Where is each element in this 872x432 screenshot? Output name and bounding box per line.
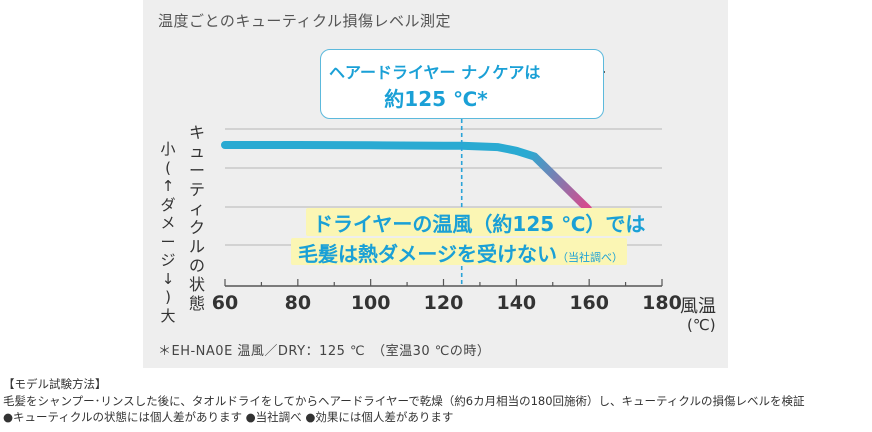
x-axis-unit: (℃) bbox=[687, 316, 716, 334]
x-tick-label: 120 bbox=[424, 292, 464, 314]
damage-scale-char: メ bbox=[160, 214, 176, 232]
claim-highlight-2 bbox=[291, 238, 627, 265]
damage-scale-char: ジ bbox=[160, 251, 176, 269]
y-axis-label-char: 態 bbox=[188, 294, 205, 313]
y-axis-label-char: ュ bbox=[188, 142, 205, 161]
y-axis-label-char: ー bbox=[188, 161, 205, 180]
series-line-decline bbox=[515, 146, 592, 214]
claim-line2: 毛髪は熱ダメージを受けない（当社調べ） bbox=[298, 238, 623, 267]
damage-scale-char: ダ bbox=[160, 195, 176, 214]
y-axis-label-char: キ bbox=[188, 123, 205, 142]
series-line-flat bbox=[221, 141, 521, 155]
test-method: 【モデル試験方法】 毛髪をシャンプー･リンスした後に、タオルドライをしてからヘア… bbox=[3, 376, 804, 426]
claim-line2-main: 毛髪は熱ダメージを受けない bbox=[298, 242, 557, 266]
y-axis-label-char: の bbox=[188, 256, 205, 275]
y-axis-label-char: ル bbox=[188, 237, 205, 256]
claim-line1: ドライヤーの温風（約125 ℃）では bbox=[313, 212, 646, 236]
damage-scale-char: ↓ bbox=[161, 269, 175, 288]
damage-scale-char: 小 bbox=[160, 140, 176, 158]
chart-title: 温度ごとのキューティクル損傷レベル測定 bbox=[158, 12, 452, 30]
y-axis-label: キューティクルの状態 bbox=[186, 123, 208, 313]
x-axis-label: 風温 bbox=[680, 296, 716, 317]
claim-highlight-1 bbox=[306, 208, 631, 236]
x-tick-label: 100 bbox=[351, 292, 391, 314]
callout-bubble: ヘアードライヤー ナノケアは 約125 ℃* bbox=[320, 49, 604, 119]
callout-line2: 約125 ℃* bbox=[384, 87, 488, 111]
method-line1: 毛髪をシャンプー･リンスした後に、タオルドライをしてからヘアードライヤーで乾燥（… bbox=[3, 393, 805, 408]
y-axis-label-char: ク bbox=[188, 218, 205, 237]
damage-scale-char: ( bbox=[165, 158, 171, 177]
chart-footnote: ＊EH-NA0E 温風／DRY：125 ℃ （室温30 ℃の時） bbox=[158, 344, 491, 359]
claim-note: （当社調べ） bbox=[557, 251, 623, 264]
damage-scale-label: 小(↑ ダメージ ↓) 大 bbox=[158, 140, 178, 325]
damage-scale-char: ー bbox=[160, 232, 176, 251]
x-tick-label: 180 bbox=[642, 292, 682, 314]
x-tick-label: 140 bbox=[496, 292, 536, 314]
damage-scale-char: 大 bbox=[160, 306, 176, 325]
y-axis-label-char: 状 bbox=[188, 275, 205, 294]
callout-line1: ヘアードライヤー ナノケアは bbox=[329, 63, 541, 82]
y-axis-label-char: ィ bbox=[188, 199, 205, 218]
method-line2: ●キューティクルの状態には個人差があります ●当社調べ ●効果には個人差がありま… bbox=[3, 410, 454, 424]
x-tick-label: 160 bbox=[569, 292, 609, 314]
x-tick-label: 60 bbox=[212, 292, 238, 314]
x-tick-label: 80 bbox=[285, 292, 311, 314]
y-axis-label-char: テ bbox=[188, 180, 205, 199]
damage-scale-char: ↑ bbox=[161, 177, 175, 195]
damage-scale-char: ) bbox=[165, 288, 171, 306]
method-heading: 【モデル試験方法】 bbox=[3, 377, 107, 391]
